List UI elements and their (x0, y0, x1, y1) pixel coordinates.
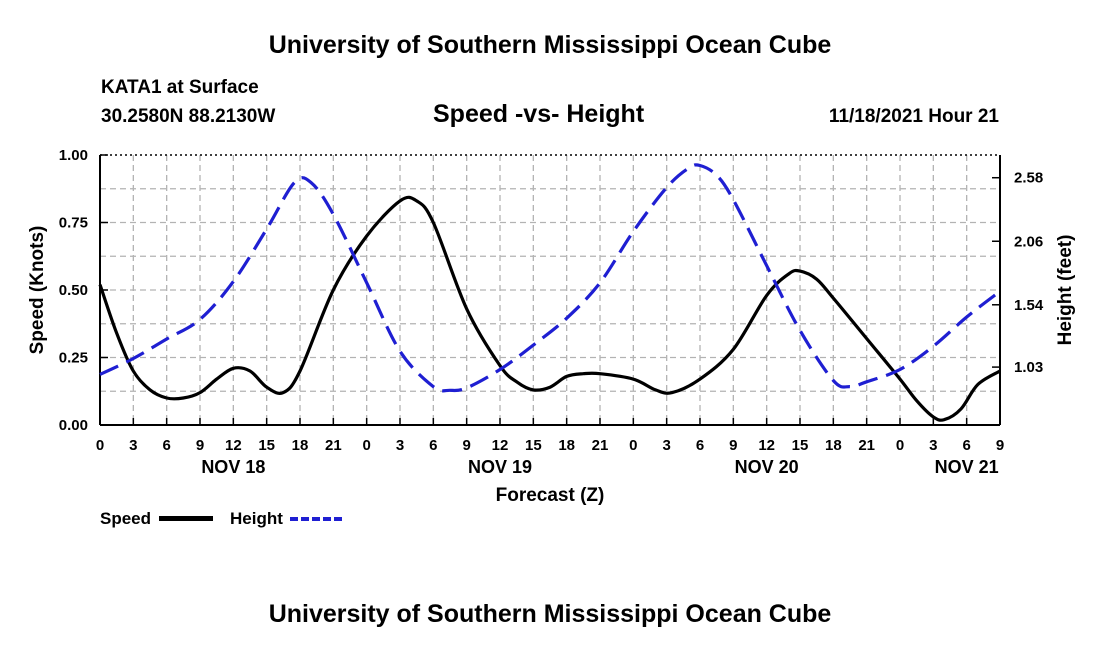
y-tick-label: 0.25 (59, 350, 88, 367)
y-tick-label: 0.50 (59, 282, 88, 299)
y2-tick-label: 1.54 (1014, 297, 1044, 314)
y-tick-label: 0.75 (59, 215, 88, 232)
y-axis-title: Speed (Knots) (27, 226, 48, 355)
x-day-label: NOV 21 (935, 457, 999, 477)
y2-tick-label: 1.03 (1014, 359, 1043, 376)
x-tick-label: 3 (662, 437, 670, 454)
x-tick-label: 9 (996, 437, 1004, 454)
x-tick-label: 18 (292, 437, 309, 454)
x-day-label: NOV 19 (468, 457, 532, 477)
x-tick-label: 3 (929, 437, 937, 454)
x-tick-label: 21 (592, 437, 609, 454)
x-tick-label: 0 (96, 437, 104, 454)
x-tick-label: 0 (629, 437, 637, 454)
main-title: University of Southern Mississippi Ocean… (268, 31, 832, 59)
series-line-speed (98, 195, 1001, 422)
x-tick-label: 18 (825, 437, 842, 454)
x-axis-title: Forecast (Z) (496, 485, 605, 506)
y-tick-label: 0.00 (59, 417, 88, 434)
y2-axis-title: Height (feet) (1055, 235, 1076, 346)
x-tick-label: 3 (129, 437, 137, 454)
x-tick-label: 6 (162, 437, 170, 454)
x-tick-label: 9 (196, 437, 204, 454)
x-tick-label: 6 (429, 437, 437, 454)
forecast-datetime: 11/18/2021 Hour 21 (828, 106, 999, 127)
x-tick-label: 9 (729, 437, 737, 454)
x-tick-label: 21 (325, 437, 342, 454)
x-tick-label: 15 (792, 437, 809, 454)
station-name: KATA1 at Surface (101, 77, 259, 98)
chart-title: Speed -vs- Height (433, 100, 645, 128)
x-tick-label: 6 (962, 437, 970, 454)
y2-tick-label: 2.06 (1014, 233, 1043, 250)
x-tick-label: 0 (362, 437, 370, 454)
legend-height-label: Height (230, 509, 283, 528)
x-day-label: NOV 18 (201, 457, 265, 477)
x-tick-label: 12 (225, 437, 242, 454)
legend-height-swatch (290, 517, 342, 521)
x-tick-label: 9 (462, 437, 470, 454)
x-tick-label: 21 (858, 437, 875, 454)
legend-speed-swatch (159, 516, 213, 521)
x-tick-label: 12 (758, 437, 775, 454)
series-line-height (99, 163, 1001, 393)
x-tick-label: 3 (396, 437, 404, 454)
x-tick-label: 0 (896, 437, 904, 454)
x-tick-label: 6 (696, 437, 704, 454)
x-tick-label: 18 (558, 437, 575, 454)
x-tick-label: 15 (258, 437, 275, 454)
x-day-label: NOV 20 (735, 457, 799, 477)
legend-speed-label: Speed (100, 509, 152, 528)
x-tick-label: 12 (492, 437, 509, 454)
station-coordinates: 30.2580N 88.2130W (101, 106, 276, 127)
x-tick-label: 15 (525, 437, 542, 454)
y2-tick-label: 2.58 (1014, 170, 1043, 187)
footer-title: University of Southern Mississippi Ocean… (268, 600, 832, 628)
y-tick-label: 1.00 (59, 147, 88, 164)
